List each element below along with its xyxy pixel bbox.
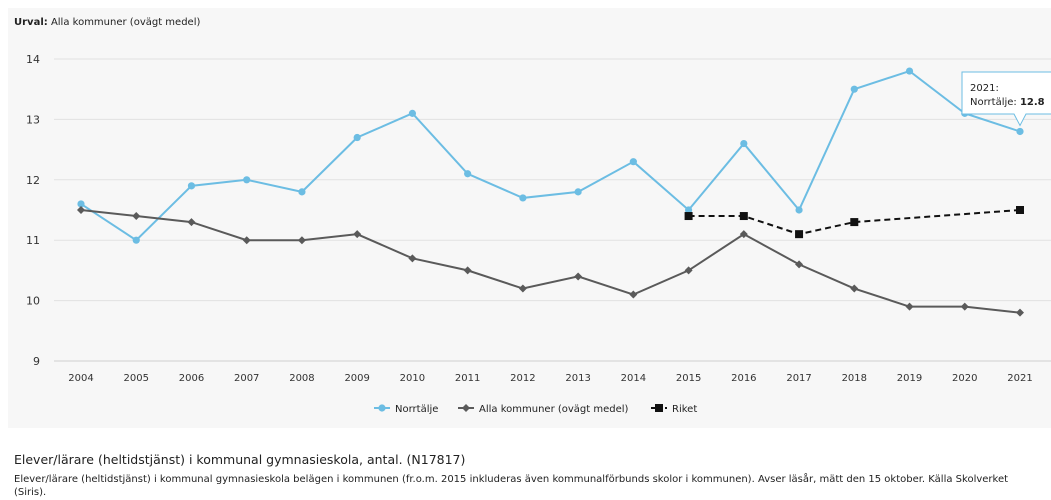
data-point [1016, 206, 1024, 214]
series-0 [77, 67, 1024, 244]
y-tick-label: 13 [26, 113, 40, 126]
y-tick-label: 14 [26, 53, 40, 66]
data-point [187, 182, 196, 190]
y-tick-label: 11 [26, 234, 40, 247]
data-point [1016, 127, 1024, 136]
legend-label: Alla kommuner (ovägt medel) [479, 404, 629, 415]
x-tick-label: 2004 [68, 373, 93, 384]
x-tick-label: 2016 [731, 373, 756, 384]
data-point [378, 404, 386, 412]
legend[interactable]: Norrtälje Alla kommuner (ovägt medel) Rike… [374, 404, 697, 415]
data-point [77, 206, 85, 214]
data-point [574, 272, 583, 281]
legend-item-0[interactable]: Norrtälje [374, 404, 438, 415]
x-tick-label: 2007 [234, 373, 259, 384]
data-point [850, 284, 859, 293]
x-tick-label: 2005 [124, 373, 149, 384]
tooltip-year: 2021: [970, 83, 999, 94]
x-tick-label: 2015 [676, 373, 701, 384]
data-point [795, 206, 803, 214]
legend-item-1[interactable]: Alla kommuner (ovägt medel) [458, 404, 629, 415]
y-tick-label: 9 [33, 355, 40, 368]
data-point [187, 218, 196, 227]
data-point [518, 284, 527, 293]
selection-label-value: Alla kommuner (ovägt medel) [50, 17, 201, 28]
x-tick-label: 2020 [952, 373, 977, 384]
data-point [243, 176, 251, 184]
data-point [905, 67, 914, 75]
data-point [408, 109, 417, 117]
x-tick-label: 2011 [455, 373, 480, 384]
chart-panel [8, 8, 1051, 428]
series-2 [684, 206, 1024, 239]
y-tick-label: 12 [26, 174, 40, 187]
data-point [795, 230, 804, 239]
tooltip-box [961, 71, 1051, 127]
selection-label-key: Urval: [14, 17, 48, 28]
x-tick-label: 2009 [344, 373, 369, 384]
indicator-title: Elever/lärare (heltidstjänst) i kommunal… [14, 452, 466, 467]
x-tick-label: 2018 [842, 373, 867, 384]
x-tick-label: 2019 [897, 373, 922, 384]
data-point [132, 236, 140, 244]
x-axis-ticks: 2004 2005 2006 2007 2008 2009 2010 2011 2012 2013… [68, 373, 1032, 384]
data-point [463, 266, 472, 275]
data-point [850, 85, 858, 93]
data-point [850, 218, 859, 227]
data-point [298, 188, 306, 196]
data-point [297, 236, 306, 245]
data-point [684, 212, 693, 221]
x-tick-label: 2021 [1007, 373, 1032, 384]
x-tick-label: 2014 [621, 373, 646, 384]
indicator-description: Elever/lärare (heltidstjänst) i kommunal… [14, 474, 1009, 498]
legend-item-2[interactable]: Riket [651, 404, 697, 415]
series-1 [77, 206, 1024, 317]
series-group [77, 67, 1024, 317]
data-point [739, 230, 748, 239]
x-tick-label: 2008 [289, 373, 314, 384]
x-tick-label: 2017 [786, 373, 811, 384]
x-tick-label: 2012 [510, 373, 535, 384]
tooltip: 2021: Norrtälje: 12.8 [961, 71, 1051, 127]
series-line [80, 209, 1021, 314]
data-point [519, 194, 527, 202]
data-point [629, 158, 637, 166]
data-point [1016, 308, 1024, 317]
data-point [574, 188, 582, 196]
series-line [80, 69, 1021, 242]
selection-label: Urval: Alla kommuner (ovägt medel) [14, 17, 200, 28]
data-point [960, 302, 969, 311]
x-tick-label: 2013 [565, 373, 590, 384]
gridlines [54, 58, 1051, 362]
data-point [629, 290, 638, 299]
data-point [464, 170, 472, 178]
data-point [905, 302, 914, 311]
legend-label: Riket [672, 404, 697, 415]
data-point [77, 200, 85, 208]
data-point [132, 212, 141, 221]
line-chart: 9 10 11 12 13 14 2004 2005 2006 2007 2008 2009 2010… [26, 53, 1051, 415]
data-point [353, 133, 361, 142]
data-point [740, 139, 748, 148]
tooltip-value: 12.8 [1020, 97, 1045, 108]
data-point [408, 254, 417, 263]
legend-label: Norrtälje [395, 404, 438, 415]
y-axis-ticks: 9 10 11 12 13 14 [26, 53, 40, 368]
data-point [739, 212, 748, 221]
y-tick-label: 10 [26, 295, 40, 308]
data-point [684, 206, 693, 214]
x-tick-label: 2010 [400, 373, 425, 384]
data-point [655, 404, 663, 412]
data-point [462, 404, 470, 412]
data-point [795, 260, 804, 269]
data-point [242, 236, 251, 245]
data-point [684, 266, 693, 275]
data-point [353, 230, 362, 239]
x-tick-label: 2006 [179, 373, 204, 384]
tooltip-series-label: Norrtälje: 12.8 [970, 97, 1045, 108]
